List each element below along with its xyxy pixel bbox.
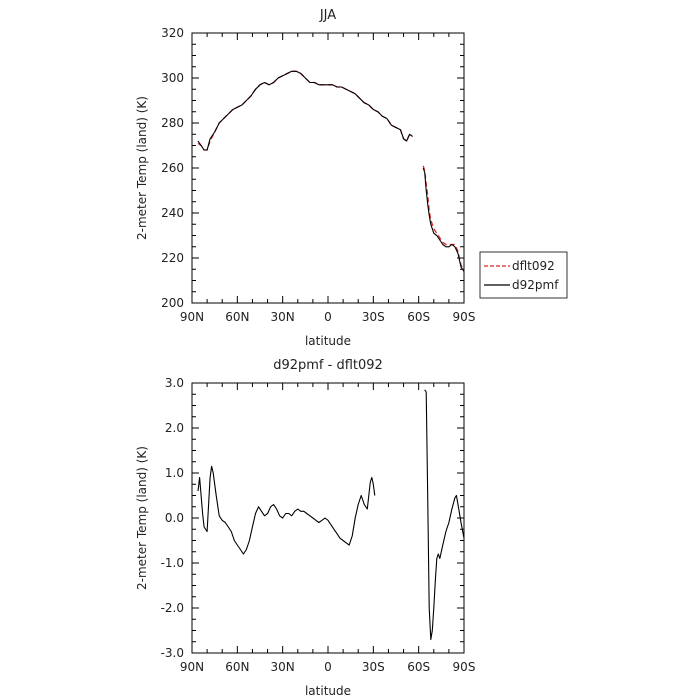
- x-tick-label: 0: [324, 660, 332, 674]
- series-line-difference: [424, 389, 465, 641]
- y-tick-label: -3.0: [161, 646, 184, 660]
- y-tick-label: 3.0: [165, 376, 184, 390]
- y-tick-label: 2.0: [165, 421, 184, 435]
- x-tick-label: 90N: [180, 310, 204, 324]
- y-tick-label: 0.0: [165, 511, 184, 525]
- series-line-difference: [197, 465, 376, 555]
- y-tick-label: 220: [161, 251, 184, 265]
- x-tick-label: 60N: [225, 660, 249, 674]
- series-line-dflt092: [422, 165, 465, 272]
- x-axis-label: latitude: [305, 684, 351, 698]
- y-axis-label: 2-meter Temp (land) (K): [135, 96, 149, 240]
- y-axis-label: 2-meter Temp (land) (K): [135, 446, 149, 590]
- chart-title: JJA: [319, 8, 336, 23]
- series-line-d92pmf: [422, 167, 465, 272]
- x-tick-label: 60S: [407, 310, 430, 324]
- x-tick-label: 30S: [362, 310, 385, 324]
- difference-panel: d92pmf - dflt092 90N 60N 30N 0 30S 60S 90S -3.0 -…: [135, 358, 475, 698]
- legend-box: [479, 251, 568, 299]
- y-tick-label: 300: [161, 71, 184, 85]
- series-line-dflt092: [197, 70, 413, 151]
- y-tick-label: 200: [161, 296, 184, 310]
- x-tick-label: 30N: [271, 310, 295, 324]
- y-tick-label: 240: [161, 206, 184, 220]
- plot-frame: [191, 382, 465, 654]
- y-tick-label: 1.0: [165, 466, 184, 480]
- x-tick-label: 30S: [362, 660, 385, 674]
- chart-title: d92pmf - dflt092: [273, 358, 383, 373]
- x-tick-label: 0: [324, 310, 332, 324]
- x-axis-label: latitude: [305, 334, 351, 348]
- x-tick-label: 90S: [453, 310, 476, 324]
- y-tick-label: 260: [161, 161, 184, 175]
- x-tick-label: 60N: [225, 310, 249, 324]
- x-tick-label: 60S: [407, 660, 430, 674]
- y-tick-label: -2.0: [161, 601, 184, 615]
- y-tick-label: -1.0: [161, 556, 184, 570]
- series-line-d92pmf: [197, 70, 413, 151]
- legend-entry: dflt092: [512, 259, 555, 273]
- temperature-panel: JJA 90N 60N 30N 0 30S 60S 90S 200 220 240 260 280 300…: [135, 8, 568, 348]
- y-tick-label: 320: [161, 26, 184, 40]
- x-tick-label: 90S: [453, 660, 476, 674]
- x-tick-label: 30N: [271, 660, 295, 674]
- legend-entry: d92pmf: [512, 278, 559, 292]
- x-tick-label: 90N: [180, 660, 204, 674]
- y-tick-label: 280: [161, 116, 184, 130]
